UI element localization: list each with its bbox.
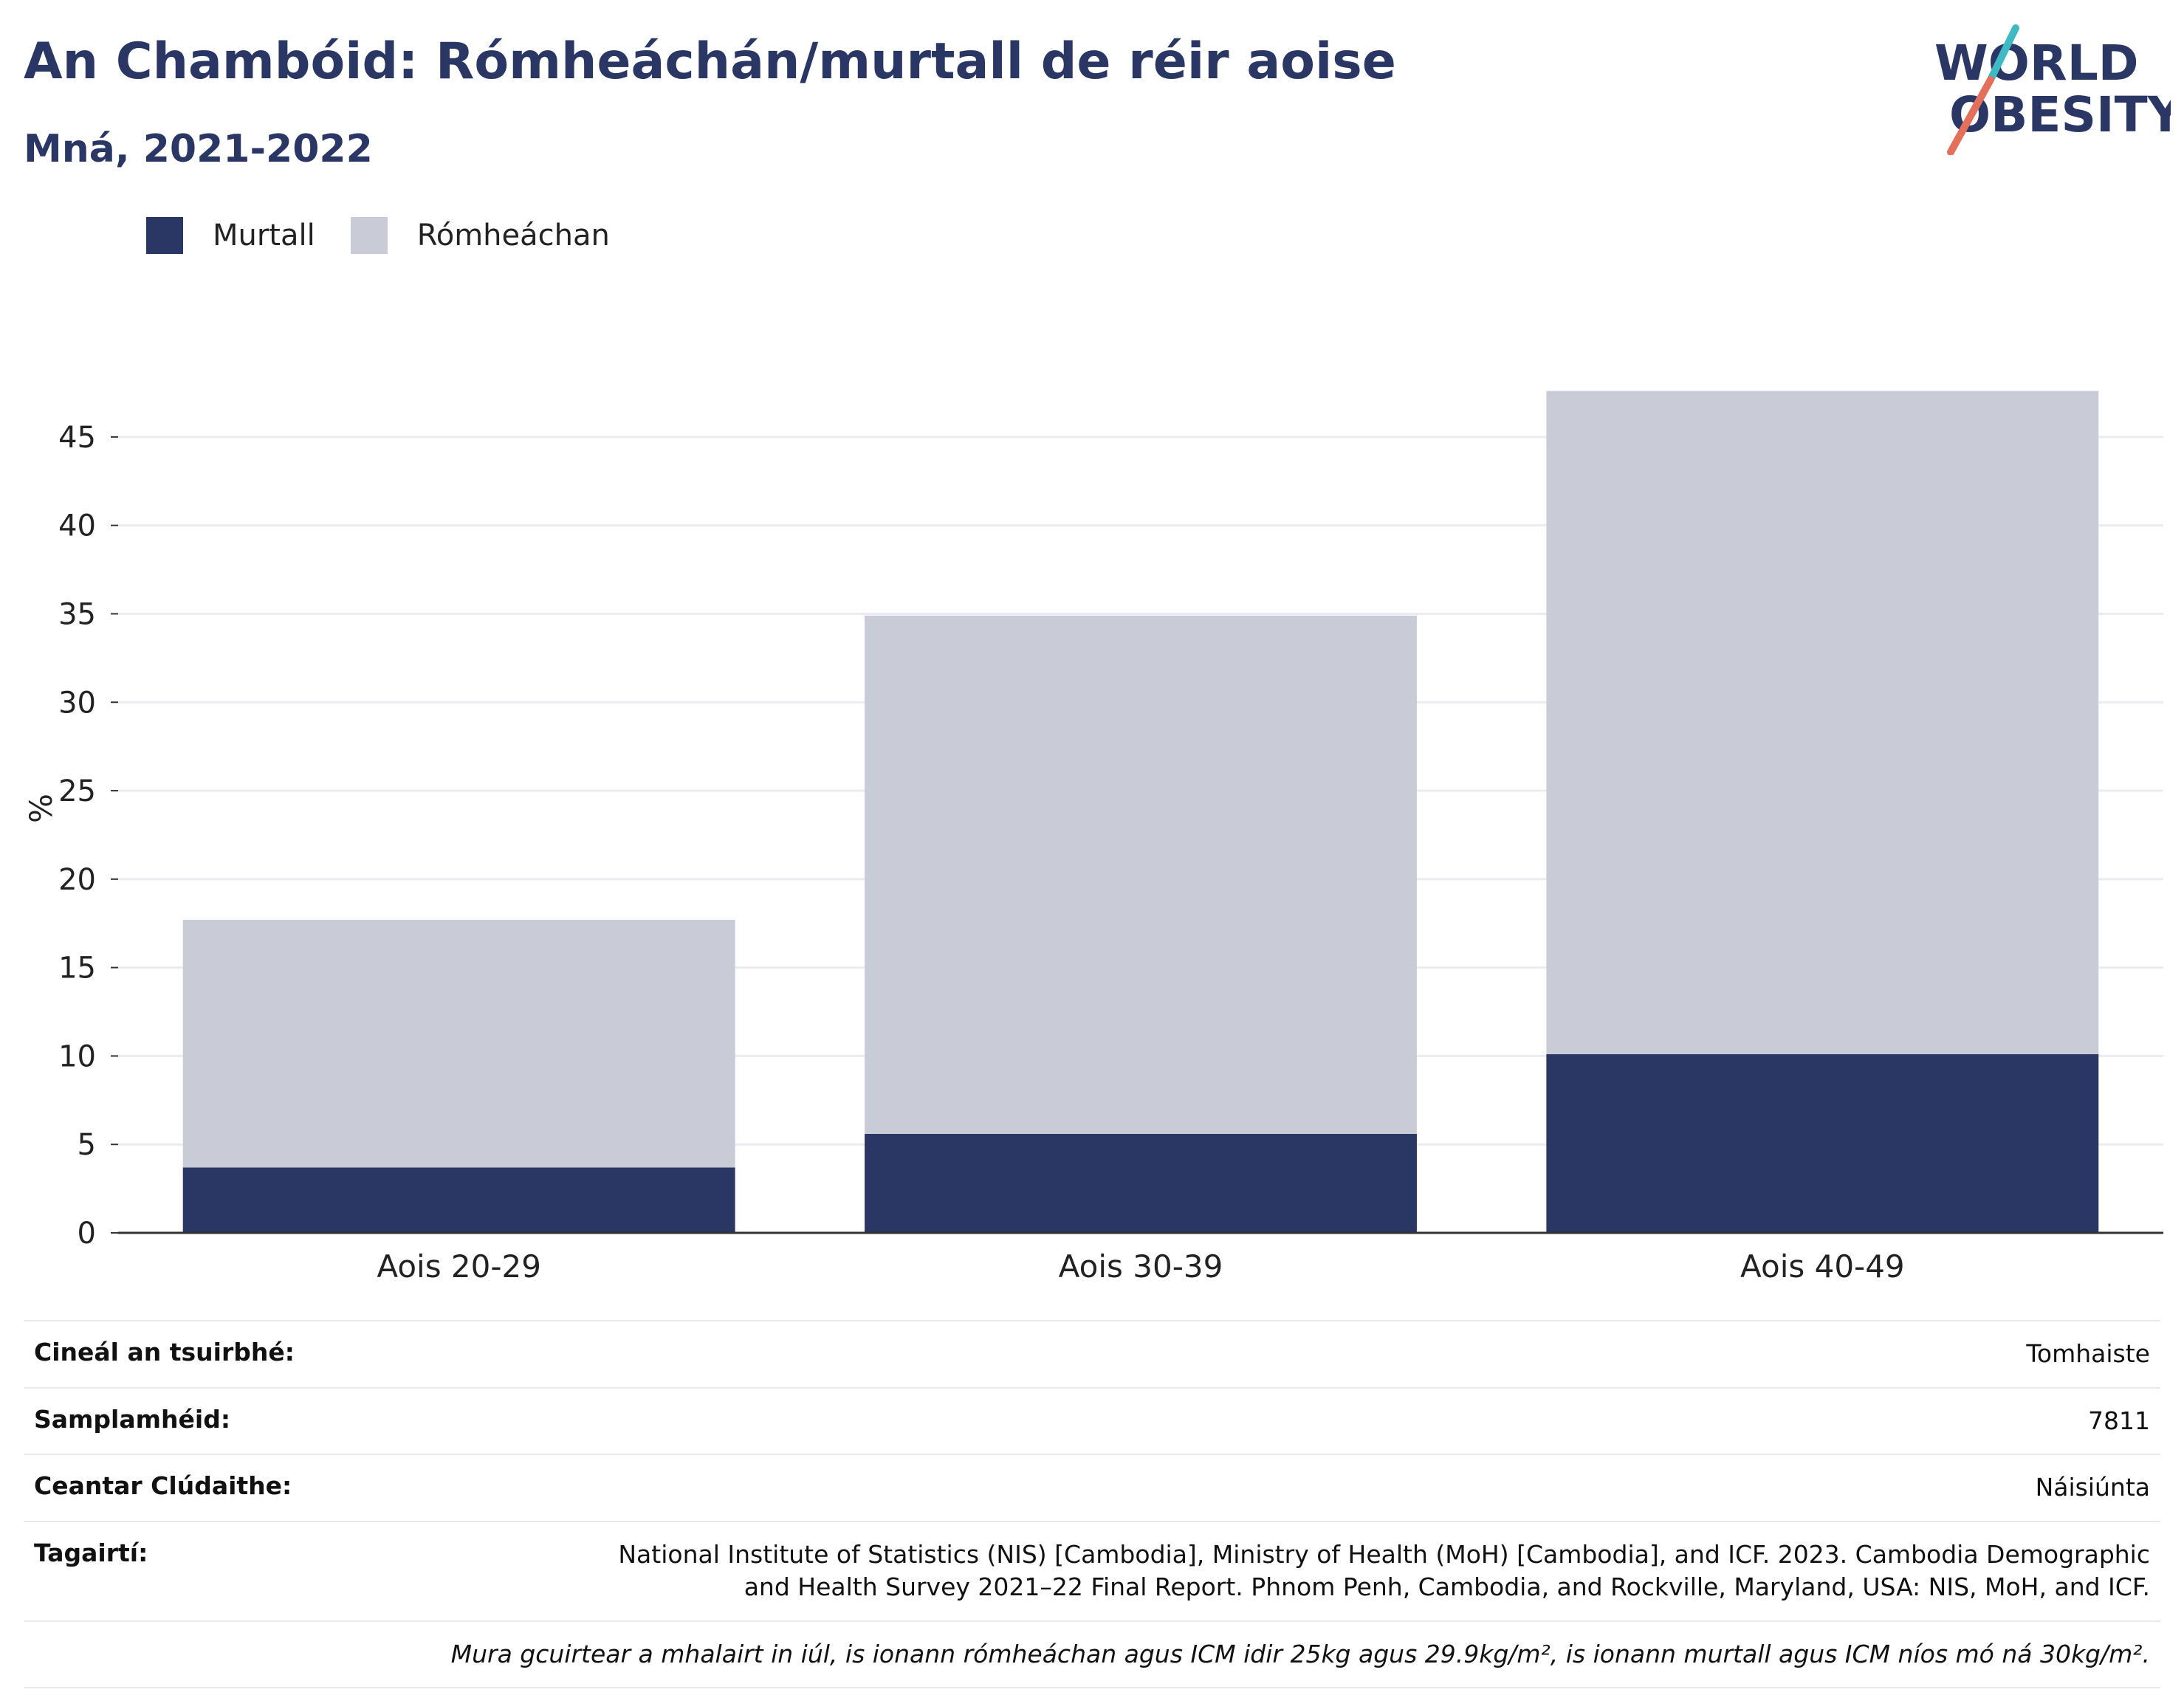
- logo-slash-teal: [1987, 24, 2019, 83]
- legend-item-romheachan[interactable]: Rómheáchan: [350, 217, 610, 254]
- definition-note: Mura gcuirtear a mhalairt in iúl, is ion…: [450, 1639, 2150, 1668]
- bar-murtall[interactable]: [1546, 1054, 2099, 1233]
- legend-label-murtall: Murtall: [213, 219, 315, 252]
- info-value: 7811: [2088, 1406, 2150, 1435]
- y-axis-label: %: [23, 794, 59, 823]
- logo-line1: WORLD: [1934, 35, 2139, 92]
- y-tick-label: 15: [58, 952, 96, 986]
- info-row-survey-type: Cineál an tsuirbhé: Tomhaiste: [24, 1320, 2160, 1387]
- logo-slash-coral: [1947, 76, 1994, 155]
- info-label: Samplamhéid:: [34, 1404, 231, 1434]
- bar-r-mhe-chan[interactable]: [865, 615, 1417, 1134]
- info-label: Tagairtí:: [34, 1538, 148, 1567]
- info-value: Tomhaiste: [2026, 1339, 2150, 1368]
- info-row-note: Mura gcuirtear a mhalairt in iúl, is ion…: [24, 1620, 2160, 1689]
- bar-murtall[interactable]: [865, 1133, 1417, 1233]
- y-tick-label: 10: [58, 1039, 96, 1073]
- y-tick-label: 20: [58, 863, 96, 897]
- y-tick-label: 40: [58, 509, 96, 543]
- bars: [182, 391, 2099, 1233]
- chart-legend: Murtall Rómheáchan: [146, 217, 645, 254]
- y-tick-label: 5: [78, 1128, 96, 1162]
- bar-murtall[interactable]: [182, 1167, 735, 1233]
- y-tick-label: 0: [78, 1217, 96, 1251]
- bar-r-mhe-chan[interactable]: [1546, 391, 2099, 1055]
- y-tick-label: 25: [58, 774, 96, 808]
- y-tick-label: 45: [58, 421, 96, 455]
- info-value: Náisiúnta: [2035, 1473, 2150, 1502]
- x-tick-label: Aois 30-39: [1059, 1248, 1223, 1285]
- legend-swatch-murtall: [146, 217, 183, 254]
- chart-subtitle: Mná, 2021-2022: [24, 127, 373, 171]
- axes: 0 5 10 15 20 25 30 35 40 45 Aois 20-29 Aois 30-39 Ao…: [23, 421, 2163, 1285]
- logo-line2: OBESITY: [1949, 86, 2171, 143]
- info-row-references: Tagairtí: National Institute of Statisti…: [24, 1520, 2160, 1620]
- legend-label-romheachan: Rómheáchan: [416, 219, 610, 252]
- y-tick-label: 30: [58, 686, 96, 720]
- bar-r-mhe-chan[interactable]: [182, 919, 735, 1168]
- info-label: Cineál an tsuirbhé:: [34, 1338, 295, 1366]
- chart-title: An Chambóid: Rómheáchán/murtall de réir …: [24, 32, 1396, 91]
- y-tick-label: 35: [58, 597, 96, 631]
- info-row-sample-size: Samplamhéid: 7811: [24, 1386, 2160, 1454]
- legend-item-murtall[interactable]: Murtall: [146, 217, 315, 254]
- x-tick-label: Aois 20-29: [377, 1248, 541, 1285]
- legend-swatch-romheachan: [350, 217, 388, 254]
- info-row-coverage: Ceantar Clúdaithe: Náisiúnta: [24, 1454, 2160, 1521]
- world-obesity-logo: WORLD OBESITY: [1934, 24, 2171, 155]
- survey-info-table: Cineál an tsuirbhé: Tomhaiste Samplamhéi…: [24, 1320, 2160, 1689]
- x-tick-label: Aois 40-49: [1740, 1248, 1905, 1285]
- bar-chart: 0 5 10 15 20 25 30 35 40 45 Aois 20-29 Aois 30-39 Ao…: [23, 391, 2163, 1285]
- info-label: Ceantar Clúdaithe:: [34, 1471, 292, 1501]
- info-value: National Institute of Statistics (NIS) […: [618, 1539, 2150, 1602]
